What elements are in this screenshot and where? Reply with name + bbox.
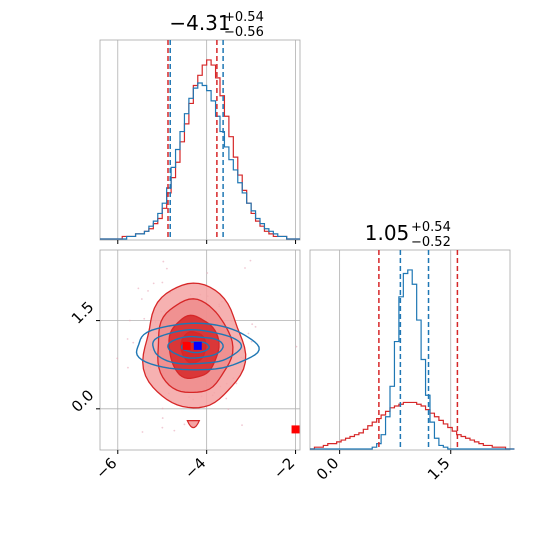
contour-scatter-point [152,282,155,285]
contour-scatter-point [254,325,257,328]
br-hist-series-0 [310,401,515,450]
hist-bottom-right-frame [309,249,511,451]
contour-scatter-point [143,317,146,320]
hist-bottom-right-title-sub: −0.52 [411,235,451,250]
contour-scatter-point [128,319,131,322]
contour-blue-level-0 [135,322,260,371]
hist-panel-bottom-right: 0.0 1.5 1.05 +0.54 −0.52 [309,220,515,484]
hist-top-left-title: −4.31 [169,11,230,35]
hist-bottom-right-series [310,269,515,450]
contour-marker-1 [193,341,202,350]
contour-scatter-point [251,323,254,326]
hist-panel-top-left: −4.31 +0.54 −0.56 [99,10,301,244]
hist-bottom-right-title-sup: +0.54 [411,220,451,235]
contour-scatter-point [249,259,252,262]
contour-blue-level-3 [181,341,210,354]
contour-xtick-label-0: −6 [92,454,120,482]
contour-scatter-point [247,332,250,335]
hist-top-left-title-sub: −0.56 [224,25,264,40]
contour-red-tail [186,419,201,429]
contour-ytick-label-0: 0.0 [68,386,98,416]
hist-bottom-right-quantiles [378,250,459,450]
contour-ytick-label-1: 1.5 [68,298,98,328]
br-xtick-label-1: 1.5 [424,454,454,484]
contour-xtick-label-2: −2 [270,454,298,482]
br-hist-series-1 [310,269,515,450]
hist-top-left-frame [99,39,301,241]
contour-scatter-point [244,267,246,269]
hist-top-left-grid [117,40,296,240]
contour-blue-levels [135,322,260,371]
contour-marker-2 [291,425,300,434]
contour-scatter-point [206,272,209,274]
contour-scatter-point [161,426,164,429]
contour-xtick-label-1: −4 [181,454,209,482]
contour-scatter-point [141,431,144,433]
contour-blue-level-1 [152,328,243,365]
contour-scatter-point [161,281,164,284]
contour-scatter-point [225,397,228,400]
contour-scatter-point [227,408,230,411]
contour-scatter-point [126,338,129,340]
contour-scatter-point [295,345,298,348]
br-xtick-label-0: 0.0 [313,454,343,484]
contour-scatter-point [140,298,143,300]
contour-scatter-point [162,260,165,263]
contour-scatter-point [250,340,253,343]
tl-hist-series-1 [100,82,300,240]
contour-scatter-point [165,267,168,270]
contour-scatter-point [147,290,149,292]
hist-bottom-right-ticks: 0.0 1.5 [313,450,454,484]
hist-top-left-ticks [117,240,297,244]
contour-red-level-3 [180,330,207,364]
contour-scatter-point [116,357,119,360]
contour-scatter-point [173,429,176,432]
contour-scatter-point [127,366,129,369]
title-main-1: −4.31 [169,11,230,35]
hist-top-left-series [100,59,300,240]
hist-top-left-quantiles [167,40,224,240]
contour-scatter-point [137,287,140,290]
contour-scatter-point [132,341,135,344]
contour-scatter-point [235,382,238,385]
hist-top-left-title-sup: +0.54 [224,10,264,25]
contour-markers [182,341,300,434]
contour-scatter-point [161,407,164,410]
contour-scatter-point [241,424,243,427]
contour-scatter-point [183,423,186,426]
contour-scatter-point [161,417,164,419]
hist-bottom-right-title: 1.05 [365,221,410,245]
contour-marker-0 [182,341,191,350]
hist-bottom-right-grid [339,250,452,450]
contour-blue-level-2 [167,335,224,359]
contour-panel: −6 −4 −2 0.0 1.5 [68,249,301,482]
